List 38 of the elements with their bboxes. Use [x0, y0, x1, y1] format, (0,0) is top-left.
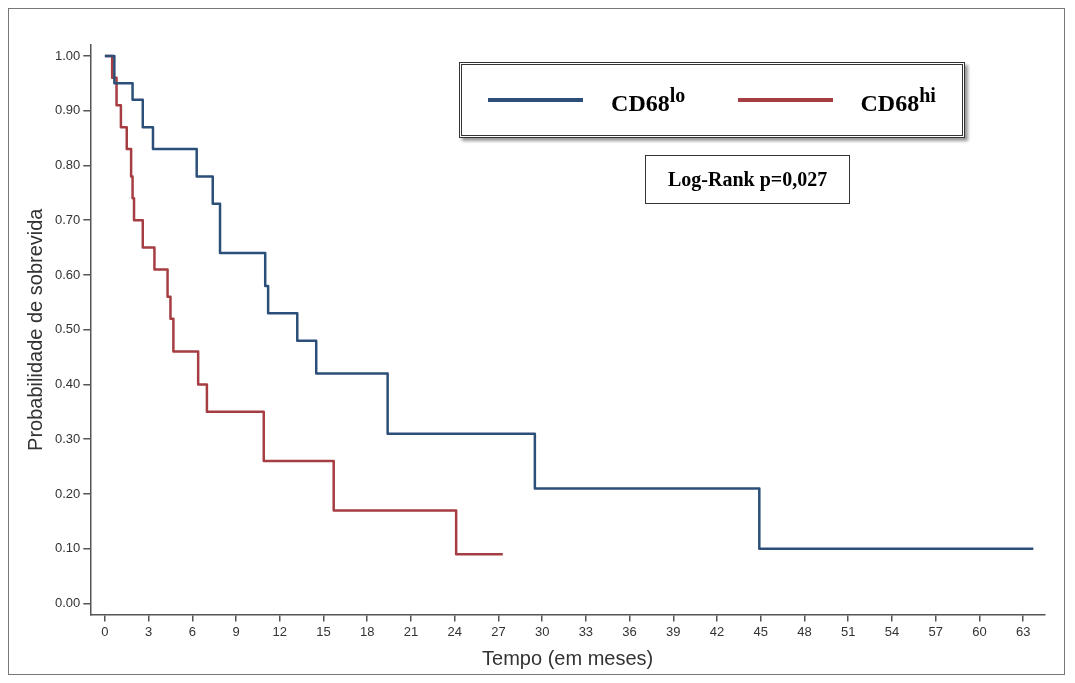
x-tick-label: 6: [188, 623, 196, 639]
x-tick-label: 33: [578, 623, 594, 639]
x-tick-label: 15: [316, 623, 331, 639]
x-tick-label: 24: [447, 623, 462, 639]
y-tick-label: 0.80: [54, 157, 81, 173]
y-tick-label: 0.10: [54, 540, 81, 556]
x-tick-label: 60: [972, 623, 987, 639]
x-tick-label: 63: [1015, 623, 1031, 639]
x-tick-label: 30: [534, 623, 550, 639]
x-tick-label: 51: [841, 623, 856, 639]
y-tick-label: 1.00: [54, 47, 81, 63]
y-tick-label: 0.70: [54, 211, 81, 227]
x-tick-label: 45: [753, 623, 769, 639]
y-tick-label: 0.30: [54, 430, 81, 446]
x-tick-label: 36: [622, 623, 637, 639]
x-axis-title: Tempo (em meses): [482, 646, 654, 669]
x-tick-label: 54: [884, 623, 900, 639]
y-tick-label: 0.00: [54, 595, 81, 611]
y-tick-label: 0.20: [54, 485, 81, 501]
y-axis-title: Probabilidade de sobrevida: [23, 207, 46, 451]
x-tick-label: 48: [797, 623, 812, 639]
x-tick-label: 9: [232, 623, 240, 639]
x-tick-label: 12: [272, 623, 288, 639]
y-tick-label: 0.50: [54, 321, 81, 337]
x-tick-label: 39: [666, 623, 681, 639]
annotation: Log-Rank p=0,027: [645, 155, 851, 204]
x-tick-label: 0: [101, 623, 109, 639]
x-tick-label: 21: [403, 623, 419, 639]
x-tick-label: 18: [360, 623, 375, 639]
x-tick-label: 27: [491, 623, 506, 639]
x-tick-label: 3: [144, 623, 153, 639]
y-tick-label: 0.60: [54, 266, 81, 282]
x-tick-label: 42: [709, 623, 725, 639]
y-tick-label: 0.40: [54, 376, 81, 392]
x-tick-label: 57: [928, 623, 943, 639]
legend-label: CD68$^{hi}$: [860, 83, 936, 117]
y-tick-label: 0.90: [54, 102, 81, 118]
legend-label: CD68$^{lo}$: [611, 83, 686, 117]
